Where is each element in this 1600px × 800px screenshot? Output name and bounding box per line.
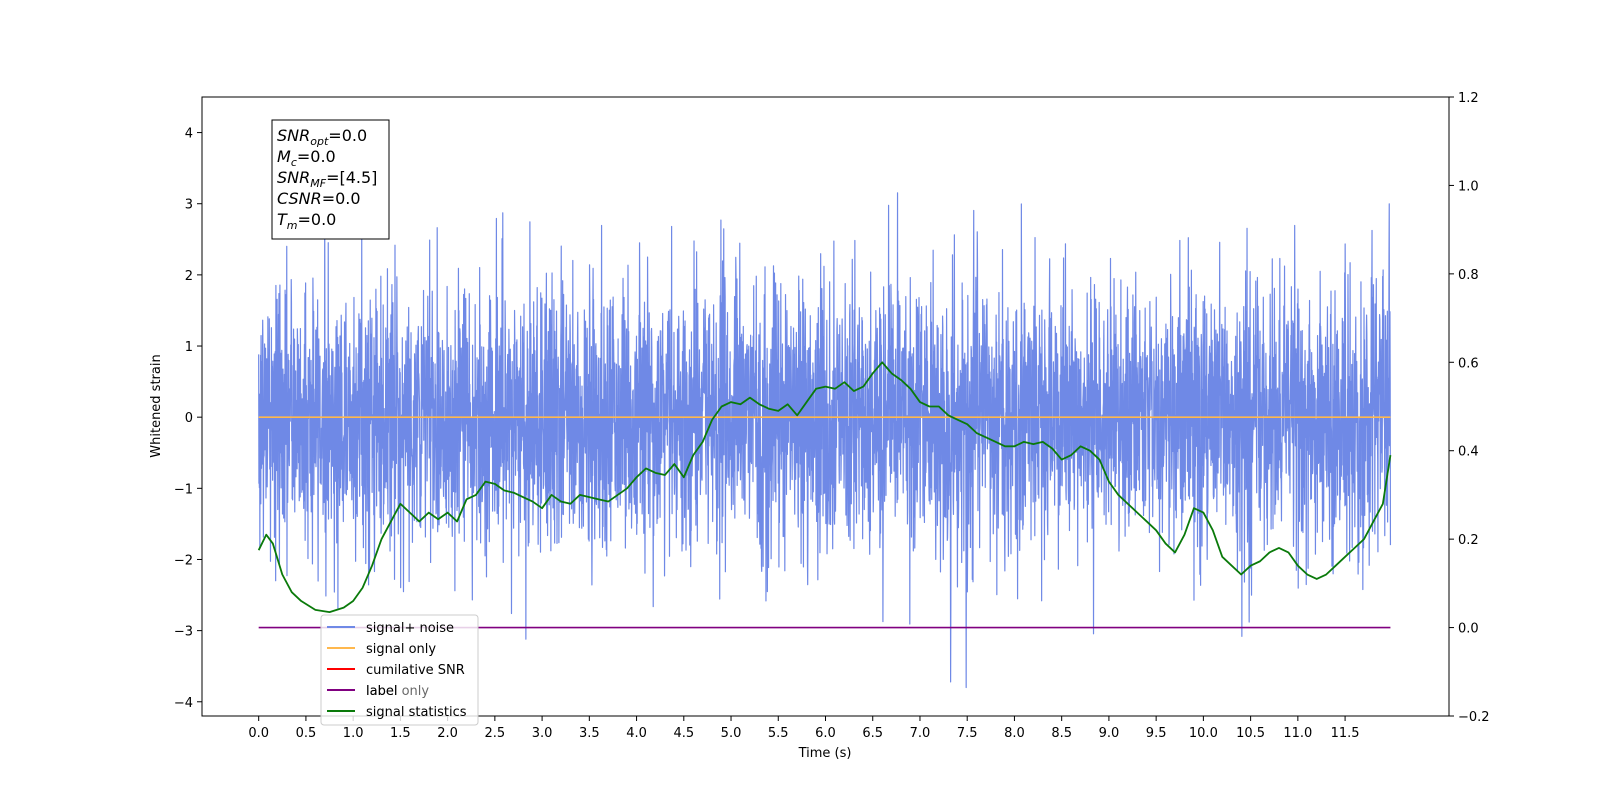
y2-tick-label: 0.4 (1458, 445, 1479, 460)
y-tick-label: 0 (185, 411, 193, 426)
x-tick-label: 5.5 (768, 726, 789, 741)
x-tick-label: 2.5 (485, 726, 506, 741)
y2-tick-label: 0.8 (1458, 268, 1479, 283)
y2-tick-label: 0.0 (1458, 622, 1479, 637)
x-tick-label: 7.0 (910, 726, 931, 741)
y-tick-label: −3 (174, 625, 193, 640)
x-tick-label: 11.5 (1331, 726, 1360, 741)
y-axis-title: Whitened strain (149, 354, 164, 457)
y-axis-right: −0.2 0.0 0.2 0.4 0.6 0.8 1.0 1.2 (1449, 91, 1490, 725)
y-tick-label: 3 (185, 198, 193, 213)
x-tick-label: 3.0 (532, 726, 553, 741)
x-axis: 0.0 0.5 1.0 1.5 2.0 2.5 3.0 3.5 4.0 4.5 5.0 5.5 6.0 6… (248, 716, 1360, 741)
stats-line: SNRopt=0.0 (277, 126, 367, 148)
y-tick-label: 1 (185, 340, 193, 355)
stats-line: Mc=0.0 (277, 147, 336, 169)
x-tick-label: 4.0 (626, 726, 647, 741)
y-axis-left: −4 −3 −2 −1 0 1 2 3 4 (174, 127, 202, 711)
y-tick-label: −2 (174, 553, 193, 568)
x-tick-label: 9.0 (1099, 726, 1120, 741)
legend-label-signal-noise: signal+ noise (366, 621, 454, 636)
stats-box-frame (271, 119, 390, 240)
x-tick-label: 1.0 (343, 726, 364, 741)
legend-frame (320, 614, 479, 726)
y2-tick-label: 1.0 (1458, 179, 1479, 194)
x-tick-label: 6.5 (862, 726, 883, 741)
legend-label-cumilative-snr: cumilative SNR (366, 663, 465, 678)
x-tick-label: 7.5 (957, 726, 978, 741)
stats-line: Tm=0.0 (277, 210, 336, 232)
x-tick-label: 10.5 (1236, 726, 1265, 741)
y-tick-label: 4 (185, 127, 193, 142)
legend: label only signal+ noise signal only cumila… (320, 614, 479, 726)
x-tick-label: 6.0 (815, 726, 836, 741)
x-tick-label: 2.0 (437, 726, 458, 741)
series-line-signal-statistics (257, 361, 1392, 613)
y2-tick-label: 1.2 (1458, 91, 1479, 106)
legend-label-label-only: label only (366, 684, 429, 699)
x-tick-label: 5.0 (721, 726, 742, 741)
y-tick-label: 2 (185, 269, 193, 284)
y2-tick-label: 0.6 (1458, 356, 1479, 371)
stats-line: SNRMF=[4.5] (277, 168, 377, 190)
y2-tick-label: 0.2 (1458, 533, 1479, 548)
y-tick-label: −1 (174, 482, 193, 497)
x-tick-label: 4.5 (673, 726, 694, 741)
x-axis-title: Time (s) (798, 746, 852, 761)
x-tick-label: 11.0 (1283, 726, 1312, 741)
x-tick-label: 10.0 (1189, 726, 1218, 741)
legend-label-signal-statistics: signal statistics (366, 705, 467, 720)
stats-line: CSNR=0.0 (277, 189, 361, 208)
plot-area (257, 192, 1392, 689)
y-tick-label: −4 (174, 696, 193, 711)
x-tick-label: 9.5 (1146, 726, 1167, 741)
x-tick-label: 1.5 (390, 726, 411, 741)
x-tick-label: 8.0 (1004, 726, 1025, 741)
x-tick-label: 0.5 (296, 726, 317, 741)
x-tick-label: 3.5 (579, 726, 600, 741)
x-tick-label: 0.0 (248, 726, 269, 741)
y2-tick-label: −0.2 (1458, 710, 1490, 725)
series-line-signal-noise (258, 192, 1392, 689)
legend-label-signal-only: signal only (366, 642, 436, 657)
legend-label-label: label (366, 684, 397, 699)
x-tick-label: 8.5 (1051, 726, 1072, 741)
